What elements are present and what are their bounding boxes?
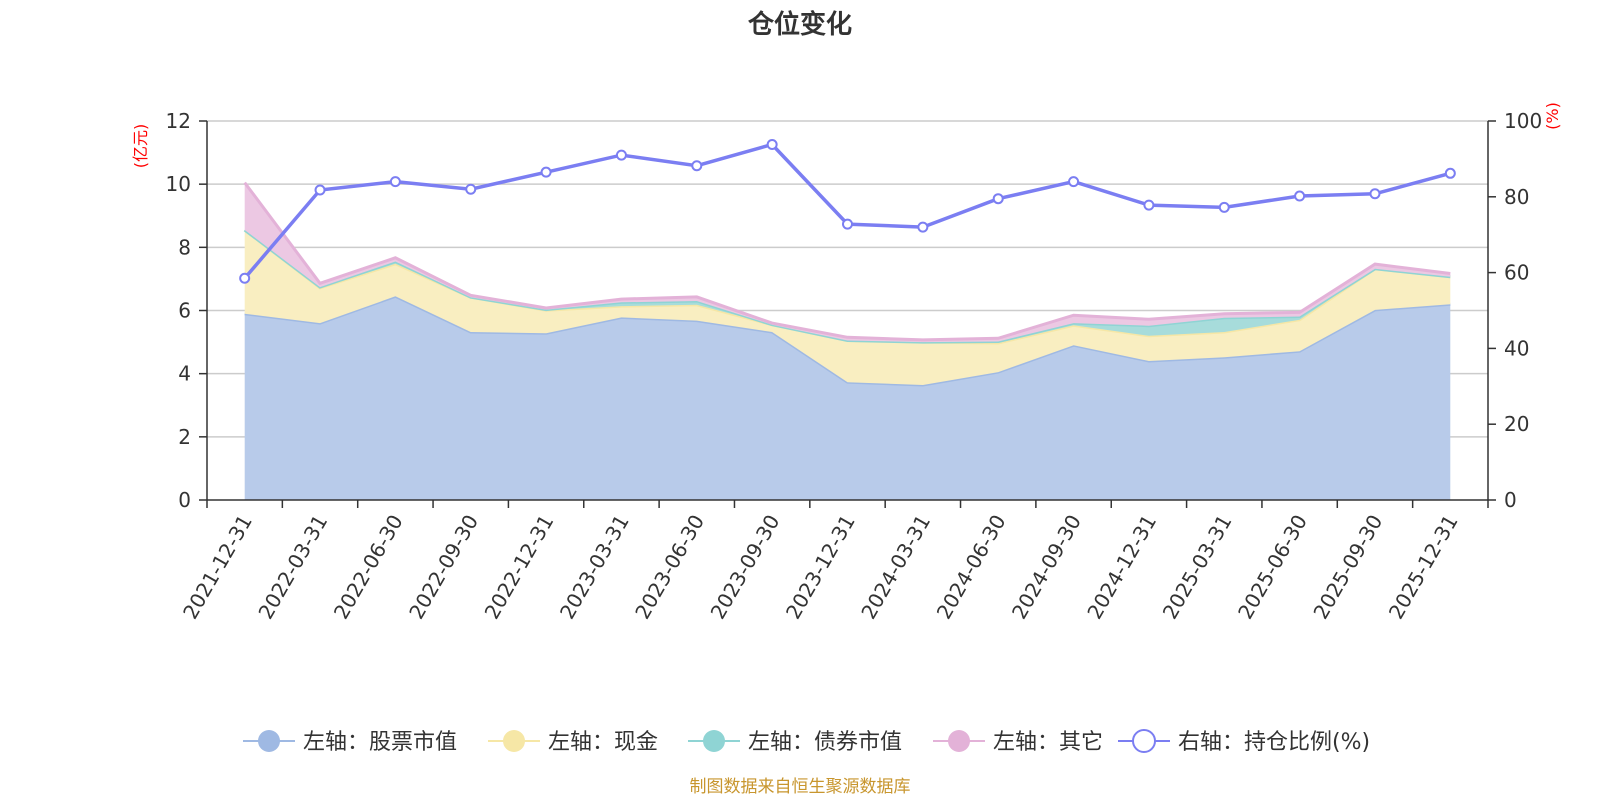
x-axis-tick-label: 2021-12-31 [178,511,257,624]
position-ratio-point [691,160,703,172]
position-ratio-point [1444,167,1456,179]
x-axis-tick-label: 2024-03-31 [856,511,935,624]
stacked-areas [243,181,1451,500]
left-axis-tick-label: 0 [178,488,191,512]
left-axis-tick-label: 12 [166,109,191,133]
left-axis-tick-label: 8 [178,235,191,259]
position-ratio-point [1143,199,1155,211]
legend: 左轴：股票市值 左轴：现金 左轴：债券市值 左轴：其它 右轴：持仓比例(%) [243,729,1370,755]
position-ratio-point [1369,188,1381,200]
area-1 [244,230,1451,385]
position-ratio-point [389,176,401,188]
legend-item-label: 左轴：股票市值 [303,730,457,755]
x-axis-tick-label: 2023-06-30 [630,511,709,624]
left-axis-tick-label: 2 [178,425,191,449]
right-axis-tick-label: 40 [1504,336,1529,360]
left-axis-tick-label: 10 [166,172,191,196]
left-axis-tick-label: 4 [178,362,191,386]
position-ratio-point [1294,190,1306,202]
x-axis-tick-label: 2023-09-30 [706,511,785,624]
legend-marker-dot [948,730,970,752]
position-ratio-point [842,218,853,230]
legend-marker-dot [503,730,525,752]
legend-item-label: 左轴：现金 [548,730,658,755]
x-axis-tick-label: 2022-12-31 [480,511,559,624]
x-axis-tick-label: 2022-03-31 [253,511,332,624]
right-axis-tick-label: 80 [1504,185,1529,209]
x-axis-tick-label: 2023-03-31 [555,511,634,624]
legend-marker-dot [1132,729,1156,753]
chart-title: 仓位变化 [747,9,852,40]
x-axis-tick-label: 2022-09-30 [404,511,483,624]
data-source-label: 制图数据来自恒生聚源数据库 [690,777,911,797]
legend-item-label: 右轴：持仓比例(%) [1178,730,1370,755]
position-ratio-point [314,184,326,196]
legend-item-label: 左轴：债券市值 [748,730,902,755]
legend-marker-dot [703,730,725,752]
x-axis-tick-label: 2024-09-30 [1007,511,1086,624]
position-ratio-point [465,183,477,195]
position-ratio-point [1218,201,1230,213]
position-ratio-point [766,138,778,150]
x-axis-tick-label: 2025-09-30 [1308,511,1387,624]
position-ratio-line [239,138,1456,284]
right-axis-tick-label: 100 [1504,109,1542,133]
x-axis-tick-label: 2024-12-31 [1082,511,1161,624]
x-axis-tick-label: 2025-03-31 [1158,511,1237,624]
position-ratio-point [917,221,929,233]
x-axis-tick-label: 2023-12-31 [781,511,860,624]
left-axis-tick-label: 6 [178,299,191,323]
right-axis-unit: (%) [1543,102,1562,130]
right-axis-tick-label: 0 [1504,488,1517,512]
area-0 [244,296,1451,500]
position-ratio-point [992,193,1004,205]
position-ratio-point [239,272,251,284]
position-ratio-point [1068,176,1080,188]
x-axis-tick-label: 2022-06-30 [329,510,408,623]
position-ratio-point [540,166,552,178]
right-axis-tick-label: 60 [1504,261,1529,285]
x-axis-tick-label: 2025-12-31 [1384,511,1463,624]
x-axis-tick-label: 2024-06-30 [932,510,1011,623]
position-ratio-point [615,149,627,161]
x-axis-tick-label: 2025-06-30 [1233,511,1312,624]
legend-marker-dot [258,730,280,752]
right-axis-tick-label: 20 [1504,412,1529,436]
position-ratio-line-path [243,142,1451,280]
legend-item-label: 左轴：其它 [993,730,1103,755]
area-edge-3 [243,181,1451,342]
left-axis-unit: (亿元) [131,124,150,169]
